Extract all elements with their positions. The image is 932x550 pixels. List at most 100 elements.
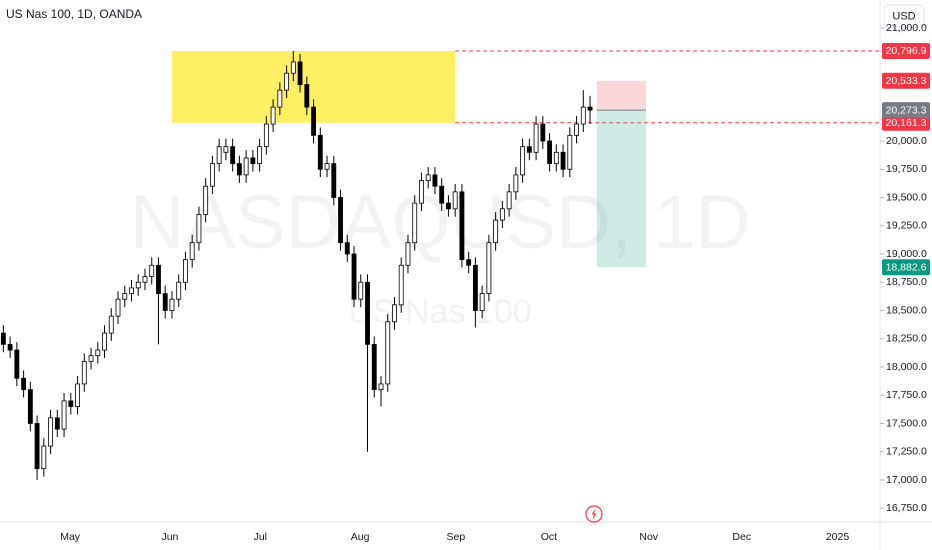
candle-body [102,332,107,351]
candle-body [567,134,573,170]
candle-body [520,146,526,176]
candle-body [547,140,553,165]
x-tick-label: May [60,531,81,543]
candle-body [580,106,586,125]
candle-body [142,276,148,283]
candle-body [149,264,155,277]
candle-body [425,174,431,181]
candle-body [250,157,256,165]
candle-body [176,281,182,300]
candle-body [34,423,40,470]
level-badge-label: 20,796.9 [886,45,927,57]
candle-body [277,89,283,108]
candle-body [7,343,13,351]
x-tick-label: Aug [351,531,370,543]
candle-body [533,123,539,153]
candle-body [54,417,60,430]
candle-body [513,174,519,193]
level-badge-label: 20,161.3 [886,117,927,129]
candle-body [284,72,290,91]
candle-body [493,219,499,244]
candle-body [398,264,404,306]
candle-body [587,106,593,111]
target-zone [596,110,647,268]
currency-button[interactable] [883,4,925,28]
candle-body [432,174,438,187]
y-tick-label: 17,250.0 [886,446,927,458]
watermark-subtitle: US Nas 100 [348,293,531,331]
y-tick-label: 19,250.0 [886,220,927,232]
candle-body [236,163,242,176]
y-tick-label: 18,250.0 [886,333,927,345]
candle-body [183,259,188,283]
x-tick-label: 2025 [826,531,850,543]
x-tick-label: Oct [541,531,557,543]
candle-body [358,281,364,300]
x-tick-label: Dec [732,531,751,543]
candle-body [156,264,161,294]
stop-zone [596,80,647,111]
candle-body [331,163,337,198]
candle-body [14,349,20,379]
plot [0,50,880,480]
candle-body [0,332,6,345]
candle-body [189,242,195,261]
candle-body [351,253,357,300]
stop-badge-label: 20,533.3 [886,75,927,87]
candle-body [338,197,343,244]
candle-body [263,123,269,148]
target-badge [882,259,930,276]
candle-body [446,202,451,210]
entry-badge [882,102,930,119]
entry-badge-label: 20,273.3 [886,104,927,116]
candle-body [574,123,579,136]
candle-body [108,315,114,334]
y-tick-label: 17,750.0 [886,389,927,401]
y-tick-label: 19,750.0 [886,163,927,175]
currency-label[interactable]: USD [892,10,915,22]
candle-body [257,146,263,165]
candle-body [216,146,222,165]
x-tick-label: Jul [254,531,267,543]
candle-body [115,298,121,317]
candle-body [304,84,310,108]
y-tick-label: 18,000.0 [886,361,927,373]
lightning-icon[interactable] [585,505,603,523]
candle-body [297,61,303,85]
candle-body [41,445,47,470]
candle-body [270,106,276,125]
candle-body [169,298,175,311]
candle-body [371,343,377,390]
y-tick-label: 16,750.0 [886,502,927,514]
y-tick-label: 21,000.0 [886,22,927,34]
candle-body [48,417,53,447]
candle-body [506,191,512,210]
x-tick-label: Jun [161,531,178,543]
candle-body [405,242,411,266]
candle-body [344,242,350,255]
candle-body [209,163,215,187]
candle-body [365,281,370,345]
stop-badge [882,72,930,89]
candle-body [135,281,141,289]
candle-body [230,146,236,165]
y-tick-label: 19,000.0 [886,248,927,260]
y-tick-label: 18,500.0 [886,304,927,316]
candle-body [61,400,67,430]
x-tick-label: Sep [447,531,466,543]
y-tick-label: 17,000.0 [886,474,927,486]
y-tick-label: 19,500.0 [886,191,927,203]
candle-body [540,123,546,142]
candle-body [129,287,134,294]
candle-body [452,191,458,210]
candle-body [311,106,316,136]
level-badge [882,42,930,59]
candle-body [385,321,391,385]
candle-body [392,304,397,323]
candle-body [223,146,229,153]
y-tick-label: 18,750.0 [886,276,927,288]
candle-body [290,61,296,74]
candle-body [196,214,202,244]
candle-body [479,293,485,311]
